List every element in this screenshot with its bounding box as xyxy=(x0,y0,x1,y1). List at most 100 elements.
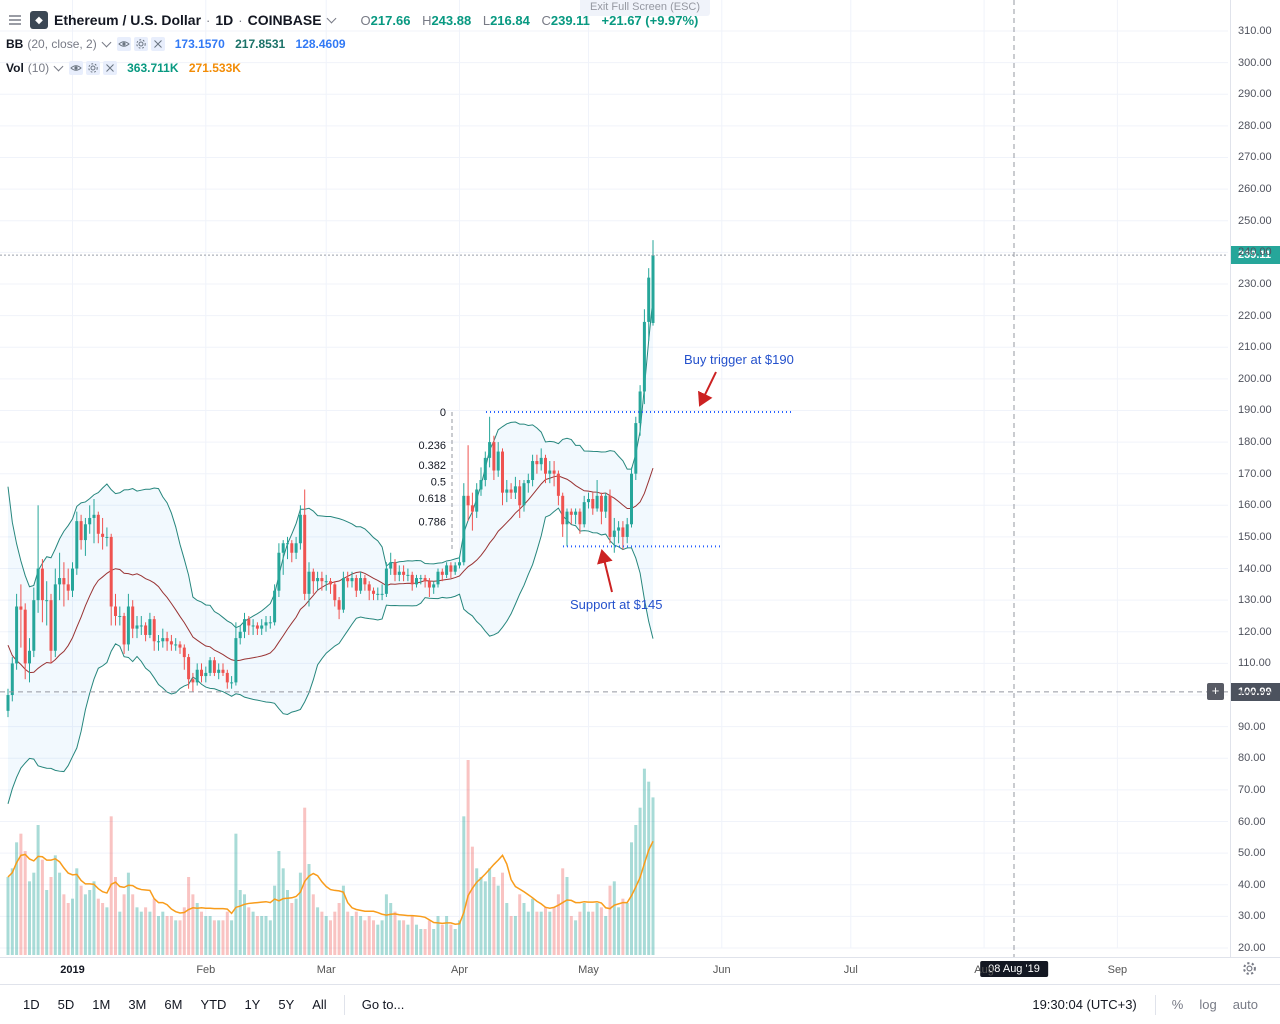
price-tick-label: 170.00 xyxy=(1238,467,1272,480)
crosshair-time-badge: 08 Aug '19 xyxy=(980,961,1048,977)
price-tick-label: 250.00 xyxy=(1238,214,1272,227)
separator-dot: · xyxy=(206,12,211,28)
price-tick-label: 30.00 xyxy=(1238,910,1266,923)
exit-fullscreen-tooltip: Exit Full Screen (ESC) xyxy=(579,0,711,16)
price-tick-label: 40.00 xyxy=(1238,878,1266,891)
log-scale-button[interactable]: log xyxy=(1199,997,1217,1012)
price-tick-label: 140.00 xyxy=(1238,562,1272,575)
annotation-text[interactable]: Buy trigger at $190 xyxy=(684,352,794,367)
range-button-ytd[interactable]: YTD xyxy=(200,997,227,1012)
price-tick-label: 190.00 xyxy=(1238,404,1272,417)
price-tick-label: 200.00 xyxy=(1238,372,1272,385)
time-tick-label: Aug xyxy=(974,964,994,976)
price-chart[interactable]: 0 0.236 0.382 0.5 0.618 0.786 Buy trigger at $… xyxy=(0,0,1230,957)
price-tick-label: 110.00 xyxy=(1238,657,1271,670)
ohlc-values: O217.66 H243.88 L216.84 C239.11 +21.67 (… xyxy=(353,13,699,28)
menu-icon[interactable] xyxy=(6,11,24,29)
annotation-text[interactable]: Support at $145 xyxy=(570,597,663,612)
indicator-row-vol: Vol (10) 363.711K 271.533K xyxy=(6,56,698,80)
divider xyxy=(1154,994,1156,1015)
vol-name[interactable]: Vol xyxy=(6,61,24,75)
fib-level-label: 0.618 xyxy=(418,493,446,505)
close-icon[interactable] xyxy=(103,61,118,75)
chart-settings-gear-icon[interactable] xyxy=(1242,961,1257,981)
fib-level-label: 0.786 xyxy=(418,516,446,528)
range-button-1d[interactable]: 1D xyxy=(23,997,40,1012)
price-tick-label: 290.00 xyxy=(1238,88,1272,101)
range-button-1y[interactable]: 1Y xyxy=(244,997,261,1012)
exchange-label[interactable]: COINBASE xyxy=(247,12,322,28)
bb-values: 173.1570 217.8531 128.4609 xyxy=(175,37,353,51)
close-icon[interactable] xyxy=(150,37,165,51)
price-tick-label: 120.00 xyxy=(1238,625,1272,638)
open-value: 217.66 xyxy=(370,12,411,28)
symbol-logo-icon: ◆ xyxy=(30,11,48,29)
price-tick-label: 240.00 xyxy=(1238,246,1272,259)
price-tick-label: 220.00 xyxy=(1238,309,1272,322)
price-axis[interactable]: 239.11 100.99 20.00 30.00 40.00 50.00 60.00 7… xyxy=(1230,0,1280,957)
chevron-down-icon[interactable] xyxy=(53,61,64,71)
price-tick-label: 90.00 xyxy=(1238,720,1266,733)
close-value: 239.11 xyxy=(550,12,590,28)
range-button-3m[interactable]: 3M xyxy=(128,997,147,1012)
eye-icon[interactable] xyxy=(69,61,84,75)
percent-scale-button[interactable]: % xyxy=(1171,997,1184,1012)
price-tick-label: 310.00 xyxy=(1238,25,1272,37)
add-alert-plus-button[interactable]: + xyxy=(1207,682,1224,700)
fib-level-label: 0.236 xyxy=(418,440,446,452)
auto-scale-button[interactable]: auto xyxy=(1232,997,1258,1012)
range-button-1m[interactable]: 1M xyxy=(92,997,111,1012)
high-label: H xyxy=(422,12,432,28)
time-tick-label: Feb xyxy=(196,964,216,976)
separator-dot: · xyxy=(238,12,243,28)
open-label: O xyxy=(360,12,371,28)
price-tick-label: 230.00 xyxy=(1238,277,1272,290)
chevron-down-icon[interactable] xyxy=(326,13,336,23)
chevron-down-icon[interactable] xyxy=(101,37,112,47)
vol-ma-value: 271.533K xyxy=(188,61,241,75)
time-axis[interactable]: 08 Aug '19 2019 Feb Mar Apr May Jun Jul Aug Sep xyxy=(0,957,1230,985)
interval-label[interactable]: 1D xyxy=(215,12,234,28)
vol-value: 363.711K xyxy=(127,61,179,75)
price-tick-label: 60.00 xyxy=(1238,815,1266,828)
range-buttons: 1D 5D 1M 3M 6M YTD 1Y 5Y All xyxy=(14,997,336,1012)
gear-icon[interactable] xyxy=(133,37,148,51)
time-tick-label: Mar xyxy=(316,964,336,976)
gear-icon[interactable] xyxy=(86,61,101,75)
range-button-all[interactable]: All xyxy=(312,997,327,1012)
bb-upper-value: 217.8531 xyxy=(235,37,286,51)
price-tick-label: 210.00 xyxy=(1238,341,1272,354)
annotation-arrow[interactable] xyxy=(698,371,717,407)
legend: ◆ Ethereum / U.S. Dollar · 1D · COINBASE… xyxy=(6,8,698,80)
bb-name[interactable]: BB xyxy=(6,37,24,51)
low-value: 216.84 xyxy=(490,12,530,28)
clock[interactable]: 19:30:04 (UTC+3) xyxy=(1032,997,1137,1012)
time-tick-label: 2019 xyxy=(60,964,85,976)
price-tick-label: 270.00 xyxy=(1238,151,1272,164)
time-tick-label: Jun xyxy=(712,964,731,976)
time-tick-label: Apr xyxy=(450,964,469,976)
price-tick-label: 130.00 xyxy=(1238,594,1272,607)
fib-level-label: 0.382 xyxy=(418,460,446,472)
range-button-6m[interactable]: 6M xyxy=(164,997,183,1012)
eye-icon[interactable] xyxy=(116,37,131,51)
bb-params: (20, close, 2) xyxy=(27,37,97,51)
annotation-arrow[interactable] xyxy=(597,549,613,593)
fib-level-label: 0 xyxy=(440,407,446,419)
drawings-layer[interactable]: 0 0.236 0.382 0.5 0.618 0.786 Buy trigger at $… xyxy=(418,352,793,612)
price-tick-label: 280.00 xyxy=(1238,119,1272,132)
range-button-5d[interactable]: 5D xyxy=(57,997,75,1012)
price-tick-label: 100.00 xyxy=(1238,689,1272,702)
low-label: L xyxy=(482,12,491,28)
symbol-title[interactable]: Ethereum / U.S. Dollar xyxy=(54,12,202,28)
range-button-5y[interactable]: 5Y xyxy=(278,997,295,1012)
price-tick-label: 70.00 xyxy=(1238,783,1266,796)
close-label: C xyxy=(541,12,551,28)
symbol-row: ◆ Ethereum / U.S. Dollar · 1D · COINBASE… xyxy=(6,8,698,32)
go-to-button[interactable]: Go to... xyxy=(361,997,405,1012)
volume-layer xyxy=(6,760,655,955)
change-value: +21.67 (+9.97%) xyxy=(601,12,699,28)
high-value: 243.88 xyxy=(431,12,472,28)
time-tick-label: May xyxy=(578,964,599,976)
price-tick-label: 260.00 xyxy=(1238,183,1272,196)
